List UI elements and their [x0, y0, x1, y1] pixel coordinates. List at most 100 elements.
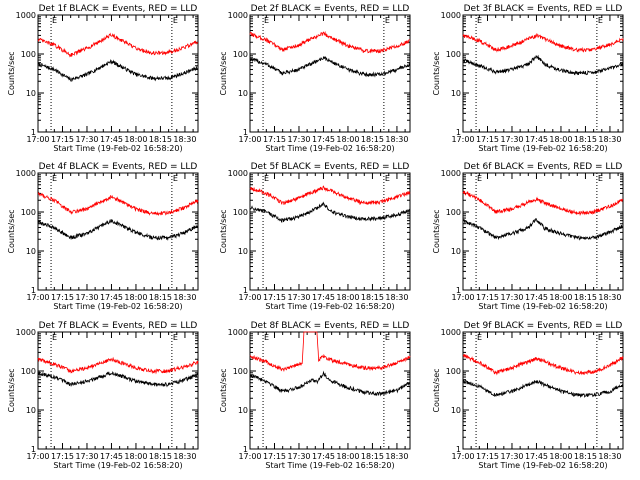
panel-title: Det 2f BLACK = Events, RED = LLD [251, 4, 410, 14]
x-tick-label: 17:15 [476, 452, 499, 461]
y-axis-label: Counts/sec [432, 209, 441, 253]
x-tick-label: 17:15 [263, 293, 286, 302]
panel-title: Det 5f BLACK = Events, RED = LLD [251, 162, 410, 172]
x-tick-label: 17:00 [26, 135, 49, 144]
y-tick-label: 10 [26, 89, 36, 98]
y-tick-label: 10 [451, 247, 461, 256]
x-tick-label: 18:30 [598, 135, 621, 144]
x-tick-label: 17:45 [312, 452, 335, 461]
x-tick-label: 18:30 [385, 293, 408, 302]
x-tick-label: 18:00 [336, 135, 359, 144]
x-tick-label: 17:00 [238, 135, 261, 144]
y-axis-label: Counts/sec [7, 368, 16, 412]
y-tick-label: 1000 [16, 328, 36, 337]
series-line-lld [462, 190, 624, 216]
y-axis-label: Counts/sec [219, 51, 228, 95]
y-tick-label: 1000 [441, 11, 461, 20]
y-tick-label: 1 [456, 445, 461, 454]
y-axis-label: Counts/sec [432, 368, 441, 412]
y-tick-label: 1 [31, 286, 36, 295]
x-tick-label: 17:45 [100, 452, 123, 461]
x-axis-label: Start Time (19-Feb-02 16:58:20) [478, 461, 607, 470]
event-marker-label: E [264, 16, 269, 25]
y-tick-label: 10 [238, 89, 248, 98]
x-tick-label: 17:15 [263, 135, 286, 144]
x-tick-label: 17:15 [476, 135, 499, 144]
series-line-lld [249, 331, 411, 373]
x-tick-label: 17:30 [287, 135, 310, 144]
event-marker-label: E [477, 174, 482, 183]
y-tick-label: 10 [26, 406, 36, 415]
x-tick-label: 17:00 [451, 135, 474, 144]
panel-det-2: Det 2f BLACK = Events, RED = LLD 1 10 100 10… [219, 4, 411, 153]
x-tick-label: 18:00 [124, 452, 147, 461]
y-tick-label: 1 [31, 128, 36, 137]
panel-title: Det 8f BLACK = Events, RED = LLD [251, 321, 410, 331]
x-tick-label: 18:15 [149, 135, 172, 144]
series-line-lld [462, 353, 624, 376]
series-line-events [37, 371, 199, 388]
panel-title: Det 7f BLACK = Events, RED = LLD [39, 321, 198, 331]
x-tick-label: 17:30 [75, 293, 98, 302]
event-marker-label: E [264, 174, 269, 183]
x-axis-label: Start Time (19-Feb-02 16:58:20) [53, 144, 182, 153]
x-tick-label: 17:15 [263, 452, 286, 461]
series-line-lld [37, 191, 199, 217]
x-axis-label: Start Time (19-Feb-02 16:58:20) [53, 302, 182, 311]
x-tick-label: 18:30 [385, 452, 408, 461]
y-tick-label: 10 [451, 406, 461, 415]
series-line-events [249, 370, 411, 397]
y-tick-label: 1000 [228, 11, 248, 20]
y-tick-label: 100 [446, 208, 461, 217]
y-tick-label: 100 [21, 208, 36, 217]
x-tick-label: 17:15 [51, 293, 74, 302]
panel-title: Det 1f BLACK = Events, RED = LLD [39, 4, 198, 14]
series-line-events [462, 379, 624, 399]
y-tick-label: 1 [243, 445, 248, 454]
event-marker-label: E [477, 16, 482, 25]
x-tick-label: 17:45 [100, 293, 123, 302]
y-tick-label: 1000 [441, 328, 461, 337]
event-marker-label: E [598, 333, 603, 342]
x-tick-label: 17:45 [525, 135, 548, 144]
x-tick-label: 17:30 [500, 293, 523, 302]
x-tick-label: 17:30 [287, 452, 310, 461]
event-marker-label: E [385, 174, 390, 183]
panel-det-9: Det 9f BLACK = Events, RED = LLD 1 10 100 10… [432, 321, 624, 470]
panel-det-5: Det 5f BLACK = Events, RED = LLD 1 10 100 10… [219, 162, 411, 311]
event-marker-label: E [385, 16, 390, 25]
plot-frame [462, 331, 624, 450]
panel-det-6: Det 6f BLACK = Events, RED = LLD 1 10 100 10… [432, 162, 624, 311]
y-tick-label: 10 [238, 247, 248, 256]
event-marker-label: E [477, 333, 482, 342]
series-line-lld [249, 30, 411, 54]
plot-frame [462, 172, 624, 291]
y-tick-label: 10 [451, 89, 461, 98]
y-axis-label: Counts/sec [432, 51, 441, 95]
y-tick-label: 100 [233, 367, 248, 376]
x-axis-label: Start Time (19-Feb-02 16:58:20) [478, 144, 607, 153]
x-tick-label: 17:15 [476, 293, 499, 302]
panel-det-7: Det 7f BLACK = Events, RED = LLD 1 10 100 10… [7, 321, 199, 470]
plot-frame [249, 14, 411, 133]
y-tick-label: 10 [26, 247, 36, 256]
x-tick-label: 17:15 [51, 135, 74, 144]
x-axis-label: Start Time (19-Feb-02 16:58:20) [265, 302, 394, 311]
x-tick-label: 17:15 [51, 452, 74, 461]
series-line-events [249, 201, 411, 224]
event-marker-label: E [385, 333, 390, 342]
plot-frame [37, 172, 199, 291]
x-tick-label: 18:00 [124, 135, 147, 144]
x-tick-label: 17:00 [451, 452, 474, 461]
x-tick-label: 18:15 [361, 135, 384, 144]
x-tick-label: 18:30 [173, 135, 196, 144]
series-line-events [37, 219, 199, 241]
y-tick-label: 1000 [228, 328, 248, 337]
panel-title: Det 6f BLACK = Events, RED = LLD [464, 162, 623, 172]
y-tick-label: 1000 [441, 169, 461, 178]
x-tick-label: 17:30 [500, 135, 523, 144]
plot-frame [462, 14, 624, 133]
plot-frame [37, 331, 199, 450]
y-tick-label: 1 [31, 445, 36, 454]
